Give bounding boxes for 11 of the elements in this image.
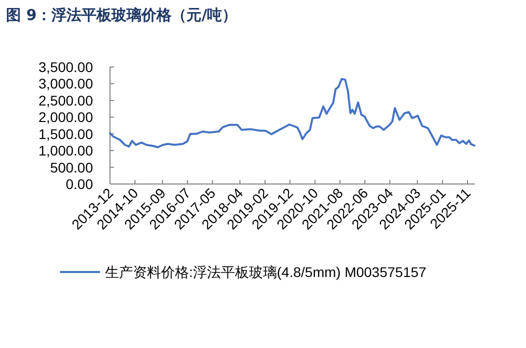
y-tick-label: 3,500.00 [38,59,94,75]
y-tick-label: 2,500.00 [38,92,94,108]
y-tick-label: 1,000.00 [38,142,94,159]
legend-label: 生产资料价格:浮法平板玻璃(4.8/5mm) M003575157 [105,264,427,280]
y-tick-label: 500.00 [50,159,94,176]
y-tick-label: 0.00 [66,176,94,192]
y-tick-label: 1,500.00 [38,126,94,142]
chart-title: 图 9：浮法平板玻璃价格（元/吨） [6,6,238,24]
y-tick-label: 3,000.00 [38,76,94,92]
y-tick-label: 2,000.00 [38,109,94,126]
line-series [109,78,476,148]
